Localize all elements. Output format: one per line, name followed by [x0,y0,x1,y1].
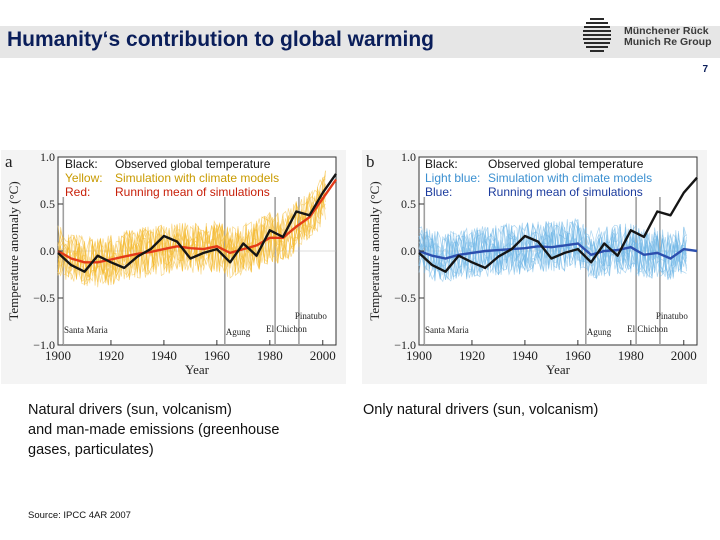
caption-left-line: gases, particulates) [28,442,154,458]
logo-line-2: Munich Re Group [624,36,712,48]
chart-b-eruption-label: Pinatubo [656,311,689,321]
chart-a-x-tick-label: 2000 [310,348,336,363]
legend-b-row: Black: Observed global temperature [425,157,652,171]
chart-a-eruption-label: Agung [226,327,251,337]
legend-b-text: Observed global temperature [488,157,644,171]
chart-a-simulation-line [57,176,326,288]
logo-line-1: Münchener Rück [624,25,709,37]
chart-a-x-tick-label: 1900 [45,348,71,363]
chart-b-eruption-label: Santa Maria [425,325,469,335]
caption-left: Natural drivers (sun, volcanism) and man… [28,400,279,460]
chart-b-panel-label: b [366,152,375,171]
chart-a-x-tick-label: 1920 [98,348,124,363]
chart-b-x-tick-label: 1980 [618,348,644,363]
legend-a-key: Yellow: [65,171,103,185]
legend-b-key: Light blue: [425,171,481,185]
legend-a-text: Observed global temperature [115,157,271,171]
chart-panel-b: Santa Maria Agung El Chichon Pinatubo 1900 19… [362,150,707,384]
legend-a-row: Red: Running mean of simulations [65,185,279,199]
chart-b-y-tick-label: 0.5 [401,197,416,211]
legend-a-key: Black: [65,157,98,171]
legend-b: Black: Observed global temperature Light… [425,157,652,199]
source-note: Source: IPCC 4AR 2007 [28,510,131,521]
caption-left-line: and man-made emissions (greenhouse [28,422,280,438]
legend-b-text: Running mean of simulations [488,185,643,199]
chart-b-y-tick-label: 1.0 [401,150,416,164]
page-number: 7 [702,64,708,75]
page-title: Humanity‘s contribution to global warmin… [7,28,435,51]
chart-b-eruption-label: El Chichon [627,324,668,334]
chart-b-y-axis-label: Temperature anomaly (°C) [367,181,382,320]
caption-right-line: Only natural drivers (sun, volcanism) [363,402,599,418]
legend-b-row: Light blue: Simulation with climate mode… [425,171,652,185]
chart-a-eruption-label: El Chichon [266,324,307,334]
logo-text: Münchener Rück Munich Re Group [624,26,712,48]
chart-a-y-tick-label: 0.0 [40,244,55,258]
legend-b-key: Black: [425,157,458,171]
chart-a-y-tick-label: 1.0 [40,150,55,164]
chart-b-y-tick-label: −0.5 [394,291,416,305]
legend-b-row: Blue: Running mean of simulations [425,185,652,199]
chart-b-running-mean-line [418,242,698,260]
chart-a-running-mean-line [57,178,337,264]
legend-a: Black: Observed global temperature Yello… [65,157,279,199]
chart-a-panel-label: a [5,152,13,171]
chart-a-x-tick-label: 1980 [257,348,283,363]
legend-a-row: Black: Observed global temperature [65,157,279,171]
chart-b-y-tick-label: −1.0 [394,338,416,352]
chart-a-eruption-label: Santa Maria [64,325,108,335]
chart-a-x-tick-label: 1960 [204,348,230,363]
chart-a-observed-line [57,173,337,273]
chart-b-simulation-line [418,221,687,282]
chart-b-x-tick-label: 2000 [671,348,697,363]
legend-a-key: Red: [65,185,91,199]
chart-a-eruption-label: Pinatubo [295,311,328,321]
legend-a-text: Running mean of simulations [115,185,270,199]
company-logo: Münchener Rück Munich Re Group [580,16,720,56]
logo-mark-icon [583,18,611,52]
legend-a-row: Yellow: Simulation with climate models [65,171,279,185]
chart-a-y-tick-label: −1.0 [33,338,55,352]
chart-b-x-tick-label: 1940 [512,348,538,363]
legend-a-text: Simulation with climate models [115,171,280,185]
legend-b-text: Simulation with climate models [488,171,653,185]
chart-a-x-axis-label: Year [185,362,210,377]
chart-a-simulation-line [57,170,326,285]
chart-a-y-tick-label: 0.5 [40,197,55,211]
chart-b-x-tick-label: 1920 [459,348,485,363]
chart-b-svg: Santa Maria Agung El Chichon Pinatubo 1900 19… [366,150,698,377]
chart-b-x-tick-label: 1900 [406,348,432,363]
chart-b-y-tick-label: 0.0 [401,244,416,258]
chart-panel-a: Santa Maria Agung El Chichon Pinatubo 1900 19… [1,150,346,384]
caption-right: Only natural drivers (sun, volcanism) [363,400,598,420]
chart-b-x-axis-label: Year [546,362,571,377]
chart-a-svg: Santa Maria Agung El Chichon Pinatubo 1900 19… [5,150,337,377]
legend-b-key: Blue: [425,185,453,199]
caption-left-line: Natural drivers (sun, volcanism) [28,402,232,418]
chart-b-observed-line [418,176,698,273]
chart-b-x-tick-label: 1960 [565,348,591,363]
chart-a-x-tick-label: 1940 [151,348,177,363]
chart-a-y-axis-label: Temperature anomaly (°C) [6,181,21,320]
chart-b-simulation-line [418,222,687,281]
chart-b-eruption-label: Agung [587,327,612,337]
chart-a-y-tick-label: −0.5 [33,291,55,305]
